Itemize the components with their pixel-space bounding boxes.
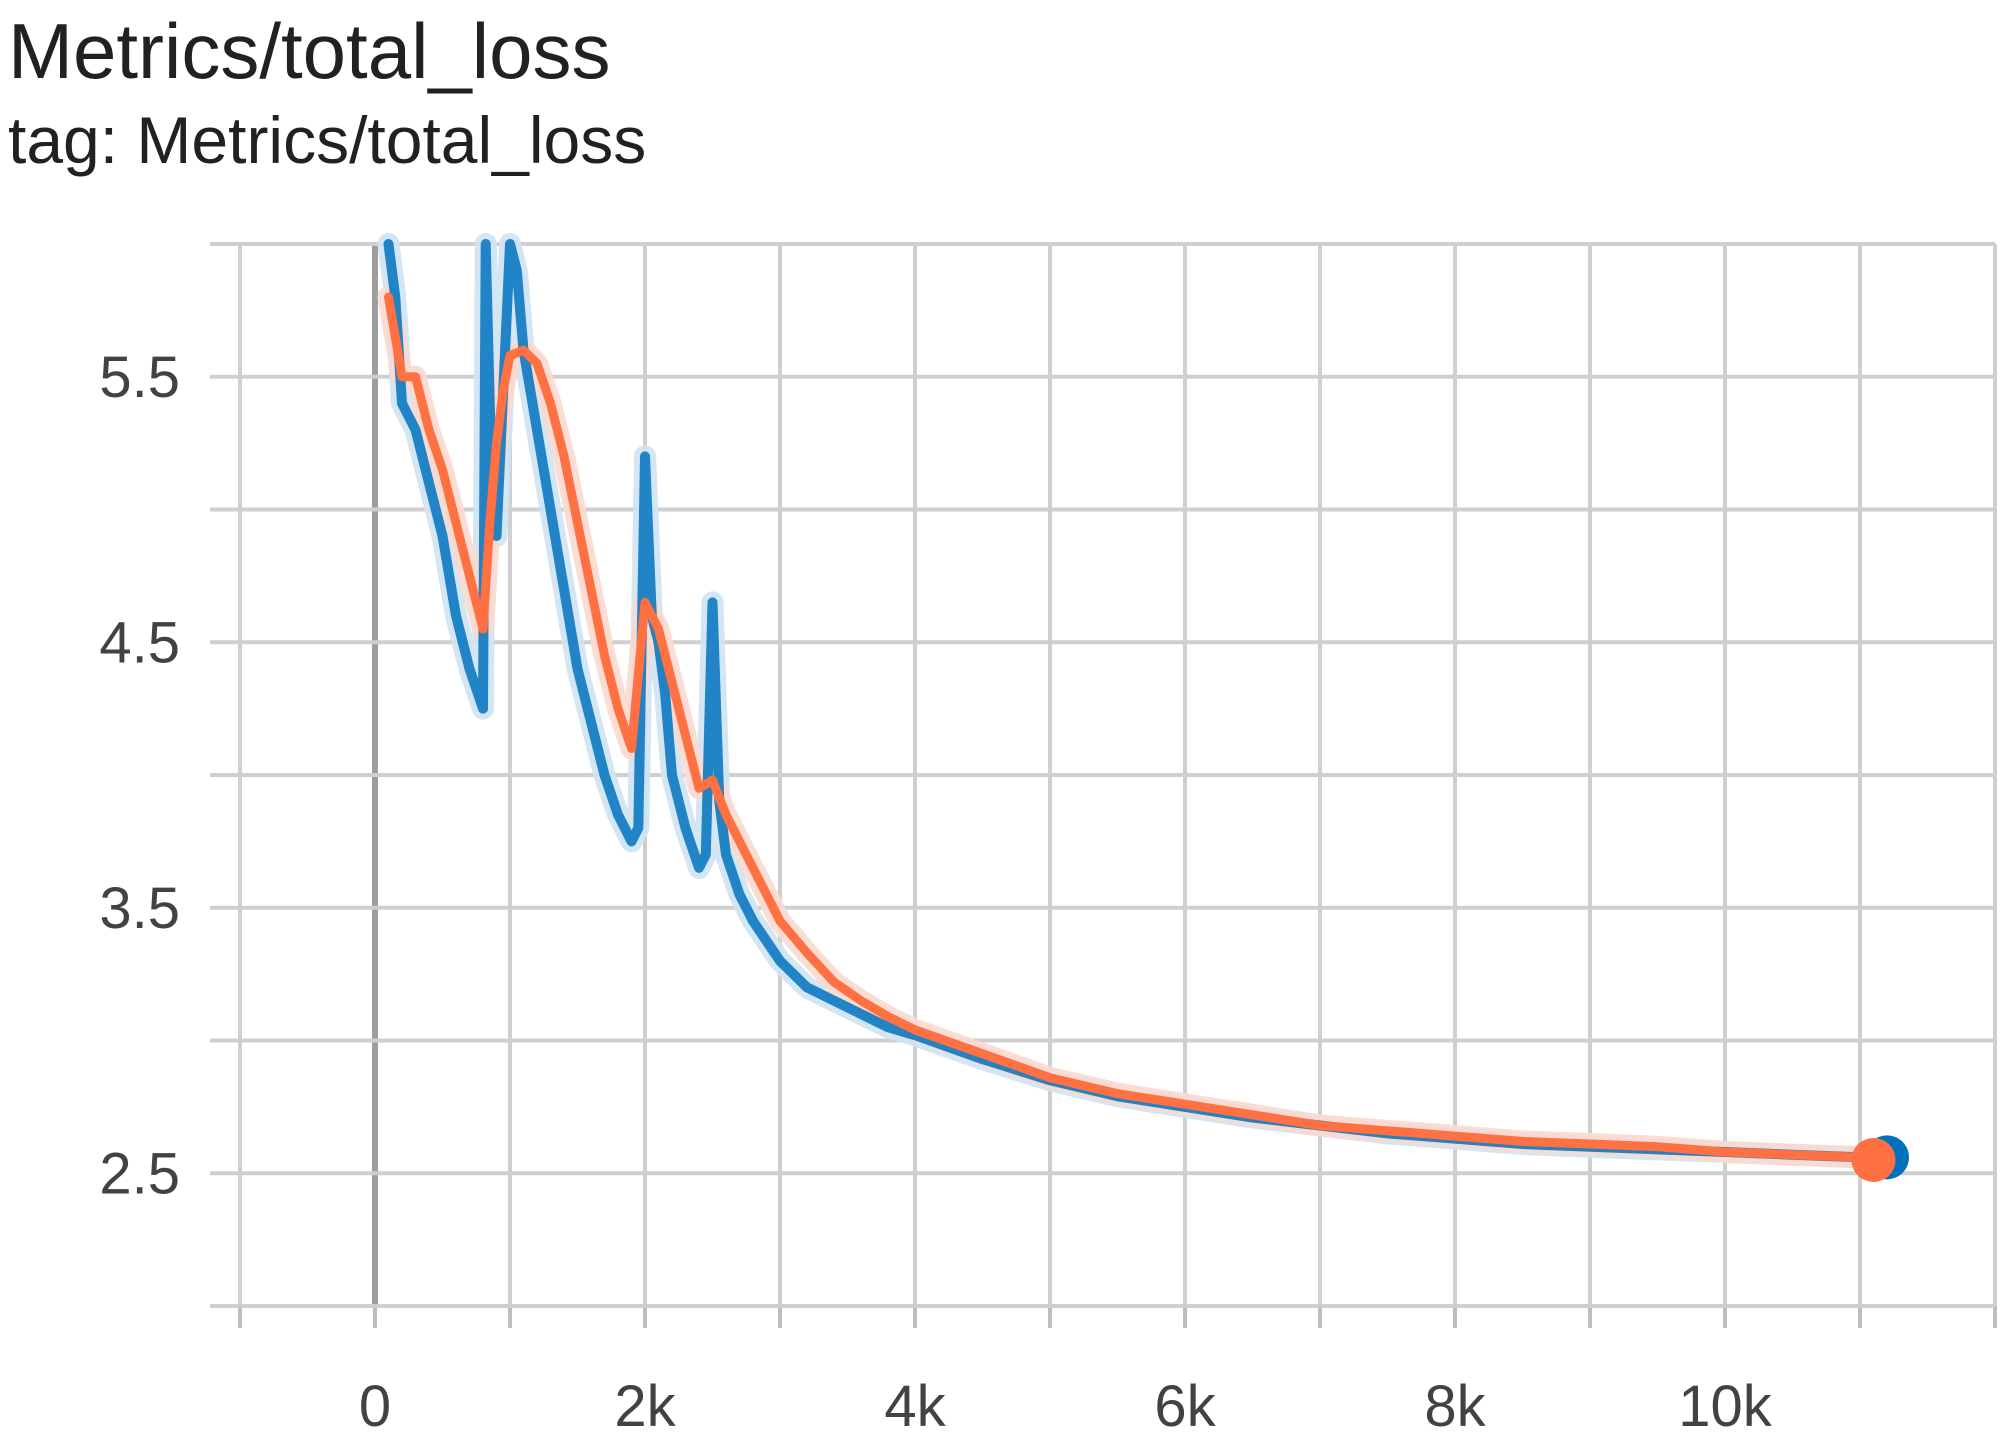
- chart-tag-subtitle: tag: Metrics/total_loss: [8, 103, 647, 177]
- series-1-line: [384, 292, 1878, 1165]
- chart-title: Metrics/total_loss: [8, 7, 611, 95]
- y-tick-label: 3.5: [99, 876, 180, 941]
- series-1-raw-shadow: [377, 286, 1885, 1171]
- x-tick-label: 2k: [614, 1374, 676, 1439]
- series-lines: [383, 239, 1892, 1165]
- tick-labels: 0 2k 4k 6k 8k 10k 2.5 3.5 4.5 5.5: [99, 345, 1772, 1439]
- y-tick-label: 2.5: [99, 1141, 180, 1206]
- x-tick-label: 4k: [884, 1374, 946, 1439]
- y-tick-label: 4.5: [99, 610, 180, 675]
- y-tick-label: 5.5: [99, 345, 180, 410]
- end-markers: [1851, 1135, 1909, 1182]
- x-tick-label: 0: [359, 1374, 391, 1439]
- x-tick-label: 6k: [1154, 1374, 1216, 1439]
- series-1-end-marker: [1851, 1137, 1896, 1182]
- x-tick-label: 10k: [1678, 1374, 1773, 1439]
- x-tick-label: 8k: [1424, 1374, 1486, 1439]
